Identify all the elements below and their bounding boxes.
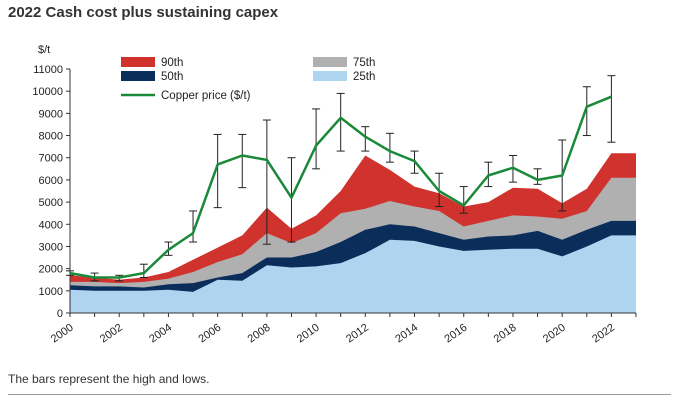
x-tick-label: 2002 bbox=[98, 322, 125, 346]
y-tick-label: 9000 bbox=[39, 108, 63, 120]
y-tick-label: 1000 bbox=[39, 286, 63, 298]
x-tick-label: 2004 bbox=[147, 322, 174, 346]
y-unit-label: $/t bbox=[38, 44, 50, 56]
bottom-divider bbox=[8, 394, 671, 395]
y-tick-label: 0 bbox=[57, 308, 63, 320]
y-tick-label: 4000 bbox=[39, 219, 63, 231]
x-tick-label: 2000 bbox=[49, 322, 76, 346]
legend-swatch-75th bbox=[313, 57, 347, 67]
y-tick-label: 7000 bbox=[39, 153, 63, 165]
x-tick-label: 2018 bbox=[492, 322, 519, 346]
y-tick-label: 2000 bbox=[39, 264, 63, 276]
area-25th bbox=[70, 235, 636, 313]
chart-title: 2022 Cash cost plus sustaining capex bbox=[8, 4, 279, 21]
legend-label-50th: 50th bbox=[161, 71, 183, 83]
legend-label-90th: 90th bbox=[161, 57, 183, 69]
legend-label-25th: 25th bbox=[353, 71, 375, 83]
x-tick-label: 2012 bbox=[344, 322, 371, 346]
x-tick-label: 2014 bbox=[393, 322, 420, 346]
legend-swatch-90th bbox=[121, 57, 155, 67]
stacked-areas bbox=[70, 153, 636, 313]
legend-label-copper: Copper price ($/t) bbox=[161, 90, 251, 102]
legend-swatch-25th bbox=[313, 71, 347, 81]
footnote: The bars represent the high and lows. bbox=[8, 372, 210, 386]
y-tick-label: 11000 bbox=[33, 64, 63, 76]
copper-price-line bbox=[69, 95, 612, 279]
x-tick-label: 2016 bbox=[443, 322, 470, 346]
x-tick-label: 2006 bbox=[196, 322, 223, 346]
legend-label-75th: 75th bbox=[353, 57, 375, 69]
copper-price-layer bbox=[66, 75, 616, 282]
x-tick-label: 2010 bbox=[295, 322, 322, 346]
y-tick-label: 10000 bbox=[32, 86, 63, 98]
x-tick-label: 2020 bbox=[541, 322, 568, 346]
legend: 90th 75th 50th 25th Copper price ($/t) bbox=[121, 57, 375, 102]
x-tick-label: 2022 bbox=[590, 322, 617, 346]
y-tick-label: 5000 bbox=[39, 197, 63, 209]
y-tick-label: 8000 bbox=[39, 131, 63, 143]
x-tick-label: 2008 bbox=[246, 322, 273, 346]
y-tick-label: 3000 bbox=[39, 241, 63, 253]
y-tick-label: 6000 bbox=[39, 175, 63, 187]
legend-swatch-50th bbox=[121, 71, 155, 81]
chart-area: 0 1000 2000 3000 4000 5000 6000 7000 8000 9000 100… bbox=[32, 44, 637, 346]
